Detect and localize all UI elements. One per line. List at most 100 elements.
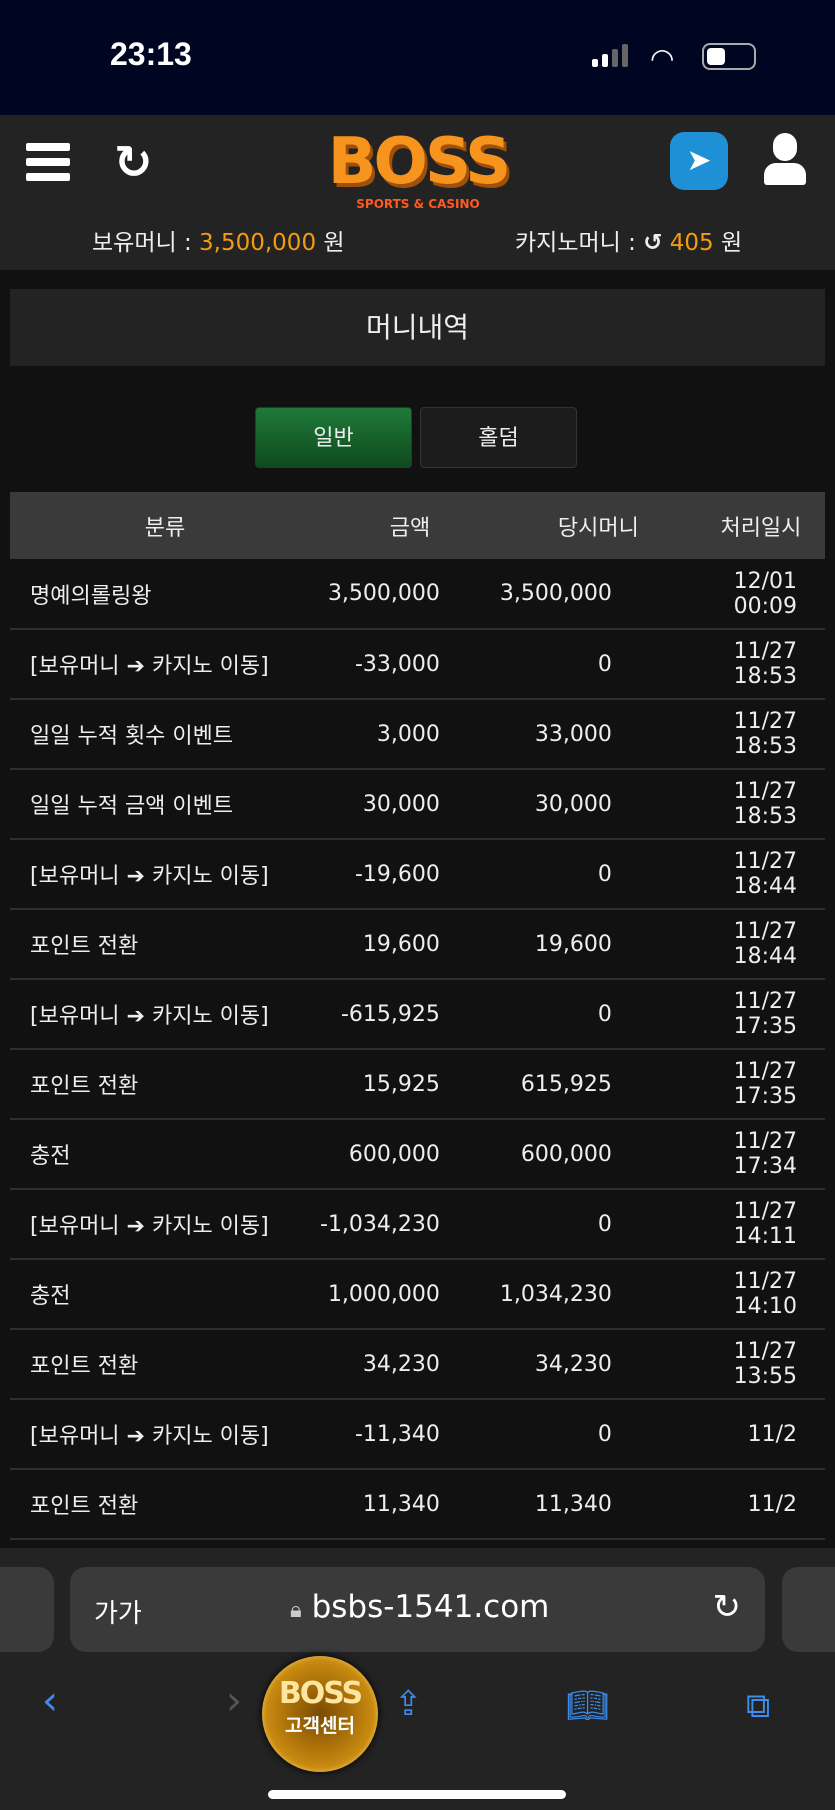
row-date: 12/01 00:09 bbox=[696, 559, 825, 630]
url-text: 🔒︎ bsbs-1541.com bbox=[290, 1589, 549, 1625]
row-category: 일일 누적 횟수 이벤트 bbox=[10, 699, 320, 770]
badge-logo: BOSS bbox=[278, 1676, 363, 1711]
row-amount: 3,500,000 bbox=[320, 559, 500, 630]
row-category: 충전 bbox=[10, 1119, 320, 1190]
bookmarks-icon[interactable]: 📖︎ bbox=[566, 1686, 610, 1726]
telegram-icon[interactable]: ➤ bbox=[670, 132, 728, 190]
battery-icon bbox=[702, 43, 756, 70]
home-indicator bbox=[268, 1790, 566, 1799]
row-amount: 30,000 bbox=[320, 769, 500, 840]
site-header: ↻ BOSS SPORTS & CASINO ➤ 보유머니 : 3,500,00… bbox=[0, 115, 835, 270]
browser-chrome: 가가 🔒︎ bsbs-1541.com ↻ ‹ › ⇪ 📖︎ ⧉ bbox=[0, 1548, 835, 1810]
row-date: 11/27 18:53 bbox=[696, 629, 825, 700]
row-balance: 11,340 bbox=[499, 1469, 697, 1540]
row-amount: -11,340 bbox=[320, 1399, 500, 1470]
balance-value: 3,500,000 bbox=[199, 230, 317, 256]
table-row: [보유머니 ➔ 카지노 이동] -615,925 0 11/27 17:35 bbox=[10, 979, 825, 1050]
row-date: 11/27 14:11 bbox=[696, 1189, 825, 1260]
logo[interactable]: BOSS SPORTS & CASINO bbox=[318, 127, 518, 211]
casino-refresh-icon[interactable]: ↺ bbox=[643, 230, 663, 256]
refresh-icon[interactable]: ↻ bbox=[114, 135, 153, 189]
table-row: 포인트 전환 15,925 615,925 11/27 17:35 bbox=[10, 1049, 825, 1120]
row-category: 포인트 전환 bbox=[10, 909, 320, 980]
next-tab-pill[interactable] bbox=[782, 1567, 835, 1652]
table-row: 포인트 전환 34,230 34,230 11/27 13:55 bbox=[10, 1329, 825, 1400]
signal-icon bbox=[592, 44, 628, 67]
row-date: 11/27 17:35 bbox=[696, 1049, 825, 1120]
status-bar: 23:13 ◠ bbox=[0, 0, 835, 115]
row-date: 11/27 18:44 bbox=[696, 839, 825, 910]
badge-label: 고객센터 bbox=[285, 1715, 355, 1737]
row-amount: -1,034,230 bbox=[320, 1189, 500, 1260]
forward-icon[interactable]: › bbox=[226, 1678, 242, 1724]
row-amount: -615,925 bbox=[320, 979, 500, 1050]
row-category: 충전 bbox=[10, 1259, 320, 1330]
row-balance: 615,925 bbox=[499, 1049, 697, 1120]
row-category: 포인트 전환 bbox=[10, 1049, 320, 1120]
row-date: 11/27 18:44 bbox=[696, 909, 825, 980]
page-title: 머니내역 bbox=[10, 289, 825, 366]
row-category: [보유머니 ➔ 카지노 이동] bbox=[10, 839, 320, 910]
balance: 보유머니 : 3,500,000 원 bbox=[92, 223, 345, 257]
row-balance: 19,600 bbox=[499, 909, 697, 980]
casino-unit: 원 bbox=[721, 230, 743, 256]
table-row: 포인트 전환 19,600 19,600 11/27 18:44 bbox=[10, 909, 825, 980]
row-balance: 0 bbox=[499, 1189, 697, 1260]
balance-label: 보유머니 : bbox=[92, 230, 192, 256]
row-date: 11/27 17:35 bbox=[696, 979, 825, 1050]
row-category: 포인트 전환 bbox=[10, 1329, 320, 1400]
row-category: 일일 누적 금액 이벤트 bbox=[10, 769, 320, 840]
tabs-icon[interactable]: ⧉ bbox=[746, 1686, 771, 1726]
table-row: [보유머니 ➔ 카지노 이동] -19,600 0 11/27 18:44 bbox=[10, 839, 825, 910]
row-amount: 1,000,000 bbox=[320, 1259, 500, 1330]
row-amount: 34,230 bbox=[320, 1329, 500, 1400]
user-icon[interactable] bbox=[762, 133, 808, 195]
customer-service-button[interactable]: BOSS 고객센터 bbox=[262, 1656, 378, 1772]
logo-text: BOSS bbox=[327, 125, 512, 199]
balance-unit: 원 bbox=[323, 230, 345, 256]
table-row: 일일 누적 금액 이벤트 30,000 30,000 11/27 18:53 bbox=[10, 769, 825, 840]
reload-icon[interactable]: ↻ bbox=[712, 1587, 742, 1627]
row-category: [보유머니 ➔ 카지노 이동] bbox=[10, 1399, 320, 1470]
row-category: 포인트 전환 bbox=[10, 1469, 320, 1540]
tab-bar: 일반 홀덤 bbox=[255, 407, 577, 468]
address-bar[interactable]: 가가 🔒︎ bsbs-1541.com ↻ bbox=[70, 1567, 765, 1652]
row-amount: 3,000 bbox=[320, 699, 500, 770]
row-date: 11/2 bbox=[696, 1469, 825, 1540]
tab-holdem[interactable]: 홀덤 bbox=[420, 407, 577, 468]
col-amount: 금액 bbox=[320, 492, 500, 559]
money-history-table: 분류 금액 당시머니 처리일시 명예의롤링왕 3,500,000 3,500,000… bbox=[10, 492, 825, 1540]
row-balance: 0 bbox=[499, 629, 697, 700]
col-date: 처리일시 bbox=[696, 492, 825, 559]
back-icon[interactable]: ‹ bbox=[42, 1678, 58, 1724]
table-row: [보유머니 ➔ 카지노 이동] -33,000 0 11/27 18:53 bbox=[10, 629, 825, 700]
row-balance: 33,000 bbox=[499, 699, 697, 770]
prev-tab-pill[interactable] bbox=[0, 1567, 54, 1652]
row-balance: 30,000 bbox=[499, 769, 697, 840]
col-balance: 당시머니 bbox=[499, 492, 697, 559]
table-row: [보유머니 ➔ 카지노 이동] -11,340 0 11/2 bbox=[10, 1399, 825, 1470]
row-date: 11/27 14:10 bbox=[696, 1259, 825, 1330]
row-amount: -19,600 bbox=[320, 839, 500, 910]
menu-icon[interactable] bbox=[26, 143, 70, 188]
row-balance: 3,500,000 bbox=[499, 559, 697, 630]
clock: 23:13 bbox=[110, 36, 192, 72]
row-category: 명예의롤링왕 bbox=[10, 559, 320, 630]
row-amount: 11,340 bbox=[320, 1469, 500, 1540]
casino-label: 카지노머니 : bbox=[515, 230, 636, 256]
table-row: 충전 600,000 600,000 11/27 17:34 bbox=[10, 1119, 825, 1190]
casino-value: 405 bbox=[669, 230, 714, 256]
row-date: 11/27 17:34 bbox=[696, 1119, 825, 1190]
row-balance: 600,000 bbox=[499, 1119, 697, 1190]
table-row: [보유머니 ➔ 카지노 이동] -1,034,230 0 11/27 14:11 bbox=[10, 1189, 825, 1260]
row-amount: 19,600 bbox=[320, 909, 500, 980]
casino-balance: 카지노머니 : ↺ 405 원 bbox=[515, 223, 742, 257]
text-size-button[interactable]: 가가 bbox=[94, 1599, 142, 1629]
table-row: 명예의롤링왕 3,500,000 3,500,000 12/01 00:09 bbox=[10, 559, 825, 630]
row-category: [보유머니 ➔ 카지노 이동] bbox=[10, 629, 320, 700]
tab-general[interactable]: 일반 bbox=[255, 407, 412, 468]
row-balance: 0 bbox=[499, 839, 697, 910]
table-row: 포인트 전환 11,340 11,340 11/2 bbox=[10, 1469, 825, 1540]
share-icon[interactable]: ⇪ bbox=[394, 1684, 423, 1724]
row-date: 11/2 bbox=[696, 1399, 825, 1470]
